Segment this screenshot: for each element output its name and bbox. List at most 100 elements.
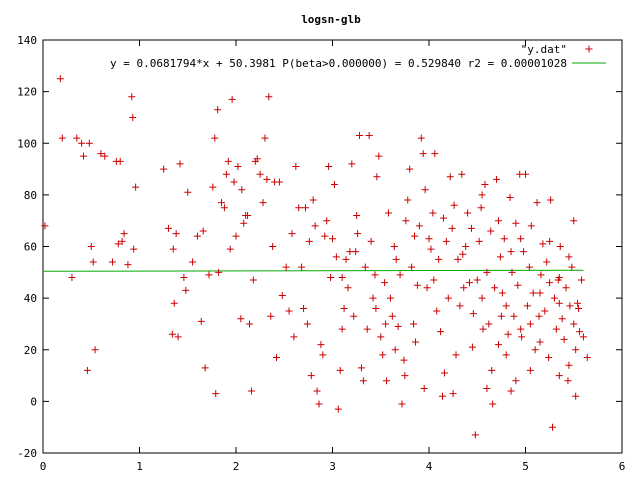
- data-point: [494, 217, 502, 225]
- data-point: [58, 134, 66, 142]
- y-tick-label: 140: [17, 34, 37, 47]
- x-tick-label: 5: [522, 460, 529, 473]
- chart-title: logsn-glb: [301, 13, 361, 26]
- data-point: [336, 366, 344, 374]
- data-point: [506, 193, 514, 201]
- data-point: [263, 175, 271, 183]
- data-point: [570, 217, 578, 225]
- data-point: [565, 253, 573, 261]
- data-point: [97, 150, 105, 158]
- data-point: [323, 217, 331, 225]
- y-tick-label: 100: [17, 137, 37, 150]
- x-axis: 0 1 2 3 4 5 6: [40, 40, 625, 473]
- data-point: [226, 245, 234, 253]
- data-point: [168, 330, 176, 338]
- data-point: [329, 235, 336, 243]
- x-tick-label: 0: [40, 460, 47, 473]
- data-point: [526, 320, 534, 328]
- data-point: [485, 320, 493, 328]
- data-point: [120, 230, 128, 238]
- data-point: [176, 160, 184, 168]
- data-point: [572, 346, 580, 354]
- data-point: [527, 222, 535, 230]
- data-point: [546, 279, 554, 287]
- data-point: [572, 392, 580, 400]
- data-point: [285, 307, 293, 315]
- data-point: [361, 263, 369, 271]
- data-point: [423, 284, 431, 292]
- data-point: [384, 209, 392, 217]
- data-point: [307, 372, 315, 380]
- data-point: [497, 312, 505, 320]
- data-point: [430, 276, 438, 284]
- data-point: [278, 292, 286, 300]
- data-point: [510, 312, 518, 320]
- data-point: [583, 353, 591, 361]
- data-point: [261, 134, 269, 142]
- data-point: [533, 199, 541, 207]
- data-point: [246, 320, 254, 328]
- data-point: [466, 279, 474, 287]
- data-point: [555, 299, 563, 307]
- data-point: [415, 222, 423, 230]
- data-point: [421, 186, 429, 194]
- data-point: [212, 390, 220, 398]
- data-point: [411, 338, 419, 346]
- data-point: [240, 219, 248, 227]
- data-point: [325, 162, 333, 170]
- data-point: [478, 191, 486, 199]
- data-point: [259, 199, 267, 207]
- data-point: [549, 423, 557, 431]
- data-point: [363, 325, 371, 333]
- data-point: [169, 245, 177, 253]
- data-point: [523, 302, 531, 310]
- data-point: [164, 224, 172, 232]
- y-axis: -20 0 20 40 60 80 100 120 140: [17, 34, 622, 460]
- data-point: [300, 304, 308, 312]
- data-point: [489, 400, 497, 408]
- data-point: [350, 312, 358, 320]
- data-point: [238, 186, 246, 194]
- data-point: [431, 150, 439, 158]
- data-point: [473, 276, 481, 284]
- data-point: [101, 152, 109, 160]
- data-point: [321, 232, 329, 240]
- data-point: [128, 93, 136, 101]
- data-point: [500, 235, 508, 243]
- data-point: [429, 209, 437, 217]
- data-point: [536, 338, 544, 346]
- data-point: [303, 320, 311, 328]
- data-point: [411, 232, 419, 240]
- data-point: [354, 230, 362, 238]
- data-point: [575, 304, 583, 312]
- data-point: [292, 162, 300, 170]
- data-point: [555, 273, 563, 281]
- data-point: [232, 232, 240, 240]
- data-point: [564, 377, 572, 385]
- data-point: [247, 387, 255, 395]
- regression-line: [42, 269, 584, 272]
- data-point: [211, 134, 219, 142]
- data-point: [359, 377, 367, 385]
- data-point: [382, 320, 390, 328]
- data-point: [400, 356, 408, 364]
- data-point: [317, 341, 325, 349]
- data-point: [576, 328, 584, 336]
- data-point: [437, 328, 445, 336]
- data-point: [356, 132, 364, 140]
- data-point: [469, 310, 477, 318]
- data-point: [545, 353, 553, 361]
- data-point: [526, 366, 534, 374]
- data-point: [498, 289, 506, 297]
- data-point: [56, 75, 64, 83]
- data-point: [288, 230, 296, 238]
- data-point: [298, 263, 306, 271]
- data-point: [502, 351, 510, 359]
- data-point: [222, 170, 230, 178]
- data-point: [184, 188, 192, 196]
- data-point: [89, 258, 97, 266]
- data-point: [467, 224, 475, 232]
- data-point: [214, 106, 222, 114]
- data-point: [552, 325, 560, 333]
- data-point: [124, 261, 132, 269]
